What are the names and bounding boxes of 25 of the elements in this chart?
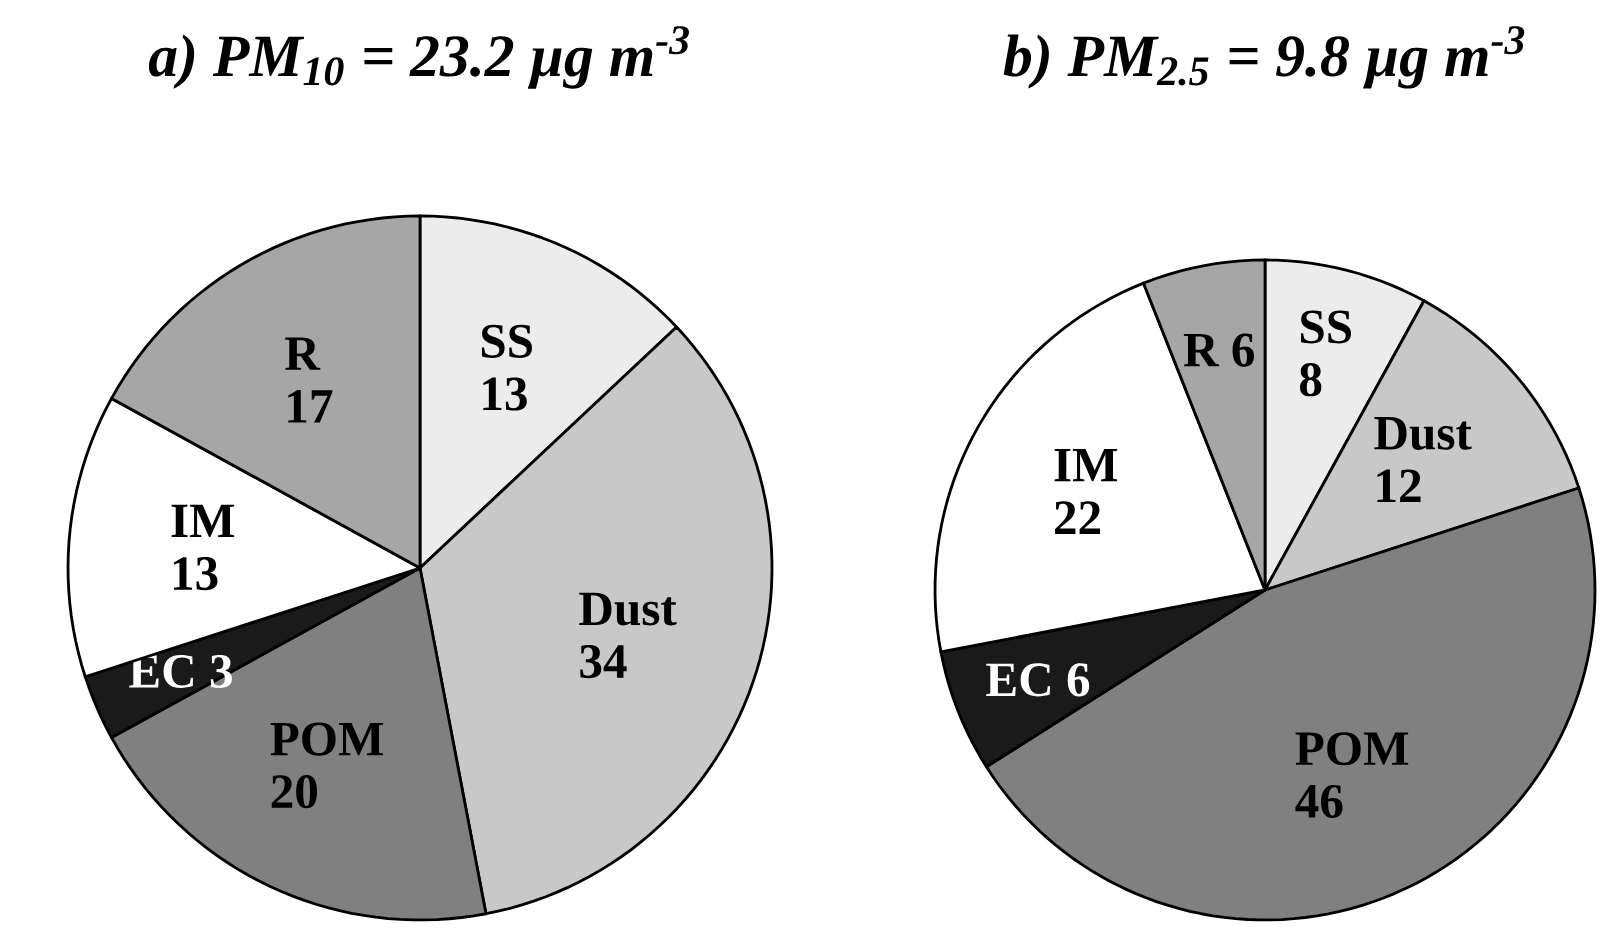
slice-label: POM [1295, 732, 1409, 766]
data-label: 20 [271, 775, 318, 809]
data-label: 12 [1377, 469, 1421, 503]
slice-label: SS [1301, 310, 1352, 344]
data-label: 46 [1295, 784, 1343, 819]
slice-label: R [1183, 333, 1220, 367]
slice-label: R [285, 337, 321, 370]
data-label: 34 [580, 645, 627, 679]
slice-label: Dust [579, 592, 677, 626]
chart-title: a) PM$_{10}$ = 23.2 µg m$^{-3}$ [148, 26, 689, 89]
slice-label: IM [171, 504, 235, 537]
data-label: 3 [210, 654, 232, 688]
slice-label: Dust [1374, 417, 1472, 450]
data-label: 17 [288, 390, 333, 423]
data-label: 13 [173, 557, 218, 591]
data-label: 6 [1067, 663, 1090, 697]
slice-label: IM [1054, 448, 1118, 482]
slice-label: EC [986, 663, 1050, 697]
data-label: 13 [483, 377, 527, 411]
data-label: 6 [1232, 333, 1255, 367]
chart-title: b) PM$_{2.5}$ = 9.8 µg m$^{-3}$ [1003, 26, 1525, 89]
data-label: 22 [1054, 501, 1101, 534]
data-label: 8 [1300, 363, 1322, 397]
slice-label: SS [481, 324, 532, 358]
slice-label: POM [270, 722, 384, 756]
